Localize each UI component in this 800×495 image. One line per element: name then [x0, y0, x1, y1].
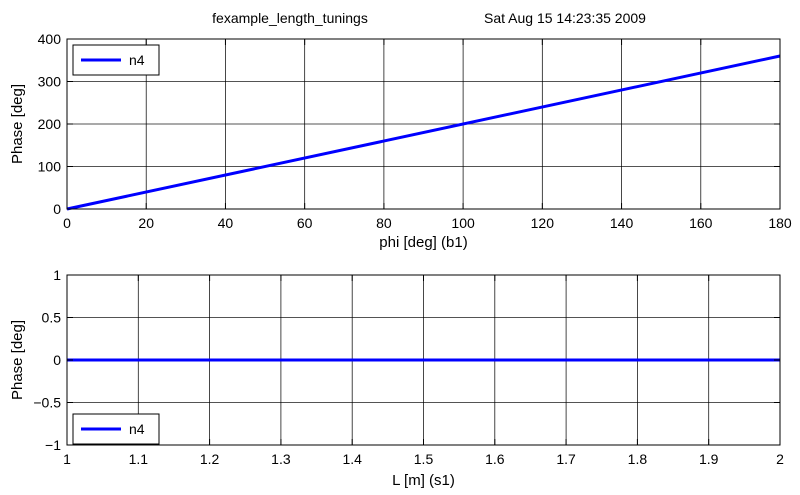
legend-label: n4: [129, 52, 145, 68]
bottom-plot: 1 1.1 1.2 1.3 1.4 1.5 1.6 1.7 1.8 1.9 2 −1 −0.5 0 0.5 1…: [9, 267, 784, 489]
y-tick-label: 0: [53, 201, 61, 217]
y-tick-label: 0.5: [42, 310, 62, 326]
x-tick-label: 1.3: [271, 451, 291, 467]
x-tick-label: 120: [531, 215, 555, 231]
x-tick-label: 20: [138, 215, 154, 231]
x-tick-label: 1.9: [699, 451, 719, 467]
x-tick-label: 1.7: [556, 451, 576, 467]
x-tick-label: 1.4: [342, 451, 362, 467]
legend-label: n4: [129, 421, 145, 437]
top-plot: 0 20 40 60 80 100 120 140 160 180 0 100 200 300 400 phi…: [9, 31, 792, 251]
figure-title-right: Sat Aug 15 14:23:35 2009: [484, 10, 646, 26]
series-line-n4: [66, 54, 781, 211]
y-tick-label: 300: [38, 74, 62, 90]
x-tick-label: 80: [376, 215, 392, 231]
x-tick-label: 1.1: [129, 451, 149, 467]
x-axis-label: L [m] (s1): [392, 472, 455, 489]
y-tick-label: −0.5: [33, 395, 61, 411]
x-tick-label: 100: [451, 215, 475, 231]
x-tick-label: 180: [768, 215, 792, 231]
y-tick-label: 400: [38, 31, 62, 47]
y-axis-label: Phase [deg]: [9, 320, 26, 400]
y-axis-label: Phase [deg]: [9, 84, 26, 164]
x-tick-label: 2: [776, 451, 784, 467]
x-tick-label: 1.5: [414, 451, 434, 467]
x-tick-label: 160: [689, 215, 713, 231]
x-tick-label: 1.6: [485, 451, 505, 467]
y-tick-label: 100: [38, 159, 62, 175]
x-tick-label: 60: [297, 215, 313, 231]
x-tick-label: 40: [218, 215, 234, 231]
y-tick-label: 200: [38, 116, 62, 132]
x-axis-label: phi [deg] (b1): [379, 234, 467, 251]
y-tick-label: 1: [53, 267, 61, 283]
y-tick-label: −1: [45, 437, 61, 453]
figure-title-left: fexample_length_tunings: [212, 10, 368, 26]
x-tick-label: 1.8: [628, 451, 648, 467]
x-tick-label: 1.2: [200, 451, 220, 467]
x-tick-label: 1: [63, 451, 71, 467]
x-tick-label: 140: [610, 215, 634, 231]
y-tick-label: 0: [53, 352, 61, 368]
x-tick-label: 0: [63, 215, 71, 231]
